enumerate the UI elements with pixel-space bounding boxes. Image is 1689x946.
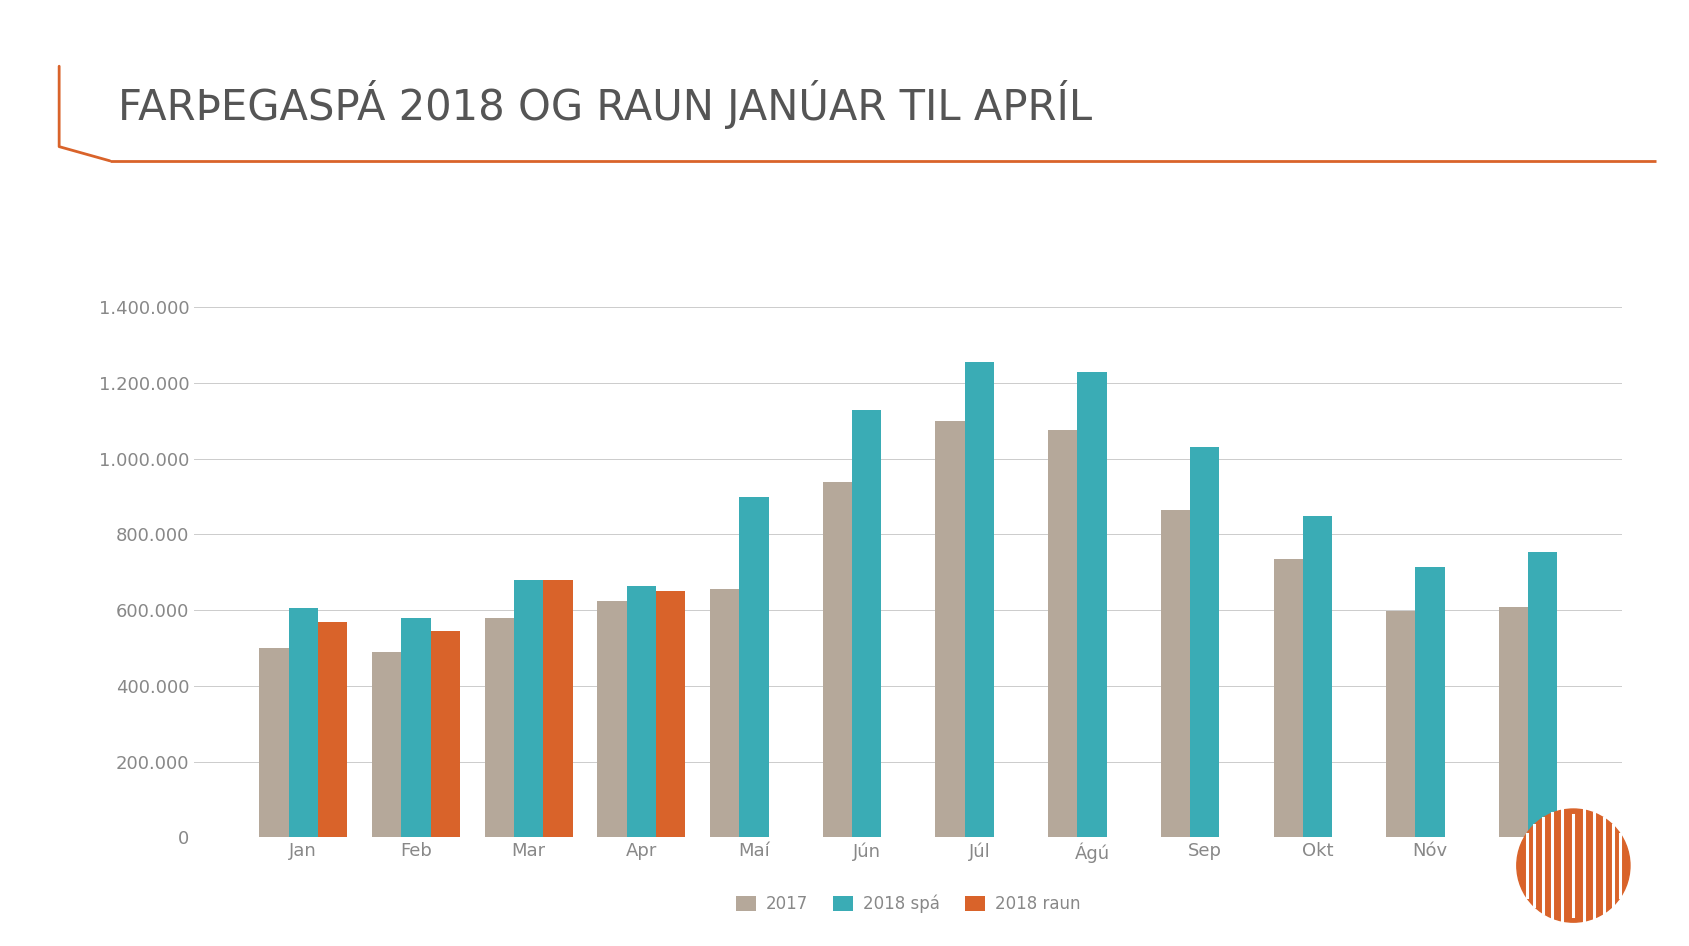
Legend: 2017, 2018 spá, 2018 raun: 2017, 2018 spá, 2018 raun <box>730 888 1086 920</box>
Bar <box>738 497 768 837</box>
Bar <box>485 618 513 837</box>
Bar <box>1160 510 1189 837</box>
Bar <box>1498 607 1527 837</box>
Bar <box>709 589 738 837</box>
Bar <box>318 622 346 837</box>
Bar <box>596 601 627 837</box>
Bar <box>1047 430 1078 837</box>
Bar <box>372 652 400 837</box>
Bar <box>1189 447 1219 837</box>
Bar <box>627 586 655 837</box>
Bar <box>431 631 459 837</box>
Bar <box>1274 559 1302 837</box>
Bar <box>289 608 318 837</box>
Bar <box>258 648 289 837</box>
Bar <box>851 410 880 837</box>
Circle shape <box>1517 809 1628 922</box>
Bar <box>964 362 993 837</box>
Bar <box>655 591 684 837</box>
Bar <box>1385 611 1415 837</box>
Bar <box>823 482 851 837</box>
Bar <box>513 580 542 837</box>
Bar <box>1078 372 1106 837</box>
Bar <box>1302 517 1331 837</box>
Text: FARÞEGASPÁ 2018 OG RAUN JANÚAR TIL APRÍL: FARÞEGASPÁ 2018 OG RAUN JANÚAR TIL APRÍL <box>118 80 1091 130</box>
Bar <box>1527 552 1557 837</box>
Bar <box>936 421 964 837</box>
Bar <box>400 618 431 837</box>
Bar <box>542 580 573 837</box>
Bar <box>1415 567 1444 837</box>
